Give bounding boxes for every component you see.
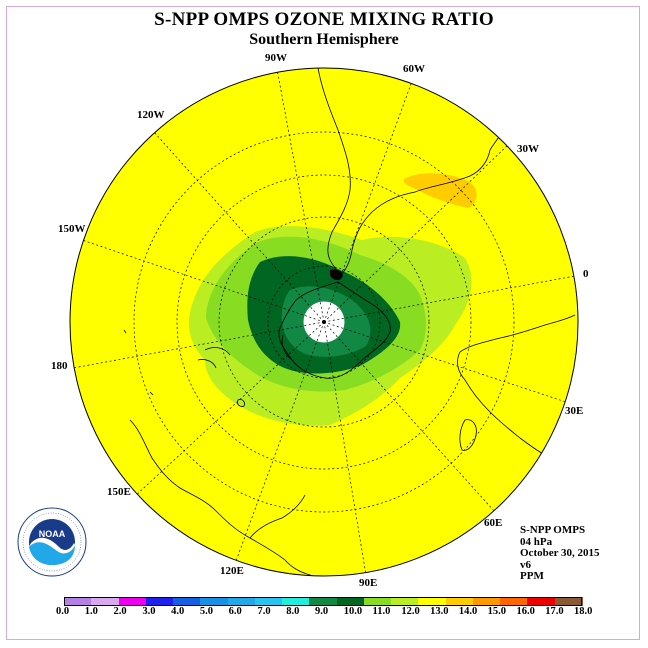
colorbar-tick-label: 0.0: [56, 606, 70, 617]
lon-label-90e: 90E: [359, 577, 378, 589]
lon-label-150w: 150W: [58, 223, 86, 235]
latitude-circles: [133, 131, 515, 513]
lon-label-30w: 30W: [517, 143, 539, 155]
logo-text: NOAA: [39, 529, 66, 539]
colorbar-tick-label: 14.0: [458, 606, 478, 617]
lon-label-150e: 150E: [107, 486, 131, 498]
colorbar-tick-label: 9.0: [315, 606, 329, 617]
colorbar-tick-label: 8.0: [286, 606, 300, 617]
lon-label-0: 0: [583, 268, 589, 280]
lon-label-120w: 120W: [137, 109, 165, 121]
info-instrument: S-NPP OMPS: [520, 524, 586, 536]
colorbar-tick-label: 2.0: [113, 606, 127, 617]
colorbar-swatch: [227, 597, 256, 606]
colorbar-tick-label: 3.0: [142, 606, 156, 617]
colorbar-swatch: [200, 597, 229, 606]
info-version: v6: [520, 558, 531, 571]
colorbar-swatch: [500, 597, 529, 606]
lon-label-60w: 60W: [403, 63, 425, 75]
coast-madagascar: [459, 419, 477, 451]
colorbar-tick-label: 4.0: [171, 606, 185, 617]
colorbar-swatch: [173, 597, 202, 606]
map-title: S-NPP OMPS OZONE MIXING RATIO: [154, 9, 494, 30]
colorbar-tick-label: 1.0: [84, 606, 98, 617]
colorbar-swatch: [145, 597, 174, 606]
lon-label-60e: 60E: [484, 517, 503, 529]
colorbar-swatch: [445, 597, 474, 606]
info-date: October 30, 2015: [520, 547, 600, 559]
map-boundary: [69, 67, 579, 577]
colorbar-swatch: [391, 597, 420, 606]
colorbar-swatch: [282, 597, 311, 606]
colorbar-tick-label: 15.0: [487, 606, 507, 617]
colorbar-swatch: [64, 597, 92, 606]
colorbar-swatch: [418, 597, 447, 606]
colorbar-tick-label: 7.0: [257, 606, 271, 617]
lon-label-30e: 30E: [565, 405, 584, 417]
info-block: S-NPP OMPS 04 hPa October 30, 2015 v6 PP…: [520, 524, 600, 583]
info-units: PPM: [520, 570, 544, 582]
colorbar-tick-label: 16.0: [516, 606, 535, 617]
colorbar-tick-label: 10.0: [343, 606, 363, 617]
coast-antarctica: [278, 281, 391, 379]
lon-label-90w: 90W: [265, 52, 287, 64]
colorbar-swatch: [118, 597, 147, 606]
colorbar-border: [64, 597, 582, 606]
info-level: 04 hPa: [520, 535, 553, 548]
colorbar-tick-label: 6.0: [228, 606, 242, 617]
colorbar-tick-label: 5.0: [199, 606, 213, 617]
colorbar-tick-label: 13.0: [430, 606, 449, 617]
coast-new-zealand: [197, 347, 231, 369]
coast-australia: [129, 419, 327, 576]
colorbar-tick-label: 11.0: [372, 606, 391, 617]
map-subtitle: Southern Hemisphere: [249, 31, 399, 48]
colorbar-swatch: [472, 597, 501, 606]
lon-label-180: 180: [51, 360, 68, 372]
lon-label-120e: 120E: [220, 565, 244, 577]
colorbar-swatch: [309, 597, 338, 606]
colorbar-swatch: [91, 597, 120, 606]
colorbar-tick-label: 12.0: [401, 606, 420, 617]
colorbar-swatch: [527, 597, 556, 606]
figure-frame: [6, 6, 640, 640]
noaa-logo-icon: NOAA: [17, 507, 87, 577]
colorbar-tick-label: 18.0: [574, 606, 593, 617]
colorbar-swatch: [363, 597, 392, 606]
ozone-patch-orange: [403, 173, 477, 208]
colorbar-tick-label: 17.0: [545, 606, 564, 617]
colorbar-swatch: [554, 597, 583, 606]
colorbar-swatch: [254, 597, 283, 606]
colorbar-swatch: [336, 597, 365, 606]
